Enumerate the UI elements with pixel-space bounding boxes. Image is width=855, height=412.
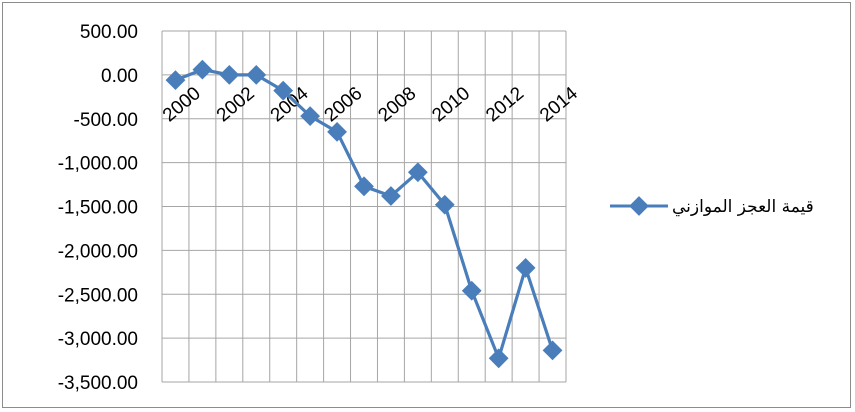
data-point-marker xyxy=(327,122,347,142)
legend-label: قيمة العجز الموازني xyxy=(672,197,814,217)
data-point-marker xyxy=(434,194,455,215)
data-point-marker xyxy=(219,64,240,85)
data-point-marker xyxy=(461,280,482,301)
legend: قيمة العجز الموازني xyxy=(610,196,814,217)
x-tick-label: 2008 xyxy=(374,83,420,126)
y-tick-label: 500.00 xyxy=(80,22,138,43)
legend-marker xyxy=(629,196,649,216)
series-layer xyxy=(165,59,563,369)
data-point-marker xyxy=(246,64,267,85)
data-point-marker xyxy=(354,176,374,197)
data-point-marker xyxy=(273,80,294,101)
y-tick-label: -1,500.00 xyxy=(58,198,138,219)
y-tick-label: 0.00 xyxy=(101,66,138,87)
data-point-marker xyxy=(300,106,321,127)
data-point-marker xyxy=(515,258,536,278)
y-axis-ticks: 500.00 0.00 -500.00 -1,000.00 -1,500.00 -2,00… xyxy=(58,22,138,394)
y-tick-label: -3,500.00 xyxy=(58,373,138,394)
x-tick-label: 2006 xyxy=(321,83,367,126)
y-tick-label: -3,000.00 xyxy=(58,329,138,350)
y-tick-label: -1,000.00 xyxy=(58,154,138,175)
data-point-marker xyxy=(488,348,509,369)
x-tick-label: 2012 xyxy=(482,83,528,126)
chart-frame xyxy=(2,2,851,408)
data-point-marker xyxy=(381,186,401,206)
x-tick-label: 2000 xyxy=(159,83,205,126)
x-tick-label: 2002 xyxy=(213,83,259,126)
data-point-marker xyxy=(192,59,213,80)
data-point-marker xyxy=(165,70,186,91)
y-tick-label: -500.00 xyxy=(74,110,138,131)
x-tick-label: 2014 xyxy=(536,83,582,127)
data-point-marker xyxy=(542,340,563,361)
x-tick-label: 2010 xyxy=(428,83,474,126)
data-point-marker xyxy=(407,162,428,183)
grid xyxy=(161,30,567,383)
y-tick-label: -2,500.00 xyxy=(58,285,138,306)
y-tick-label: -2,000.00 xyxy=(58,241,138,262)
x-axis-ticks: 2000 2002 2004 2006 2008 2010 2012 2014 xyxy=(159,83,582,127)
